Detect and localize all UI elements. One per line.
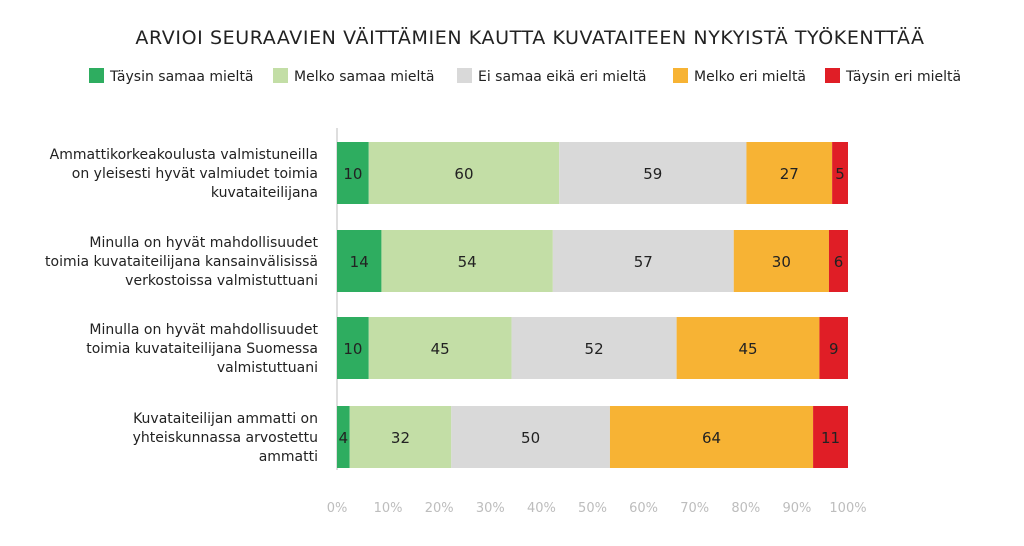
bar-segment	[451, 406, 610, 468]
data-label: 52	[585, 340, 604, 358]
bar-segment	[511, 317, 677, 379]
data-label: 9	[829, 340, 839, 358]
bar-segment	[337, 406, 350, 468]
legend-label: Ei samaa eikä eri mieltä	[478, 69, 647, 85]
tick-label: 80%	[731, 501, 760, 516]
legend-swatch	[825, 68, 840, 83]
data-label: 5	[835, 165, 845, 183]
bar-segment	[381, 230, 553, 292]
data-label: 30	[772, 253, 791, 271]
bars: 10 60 59 27 5 14 54 57 30 6 10 45 52 45 9 4 32 50 64 11	[337, 142, 848, 468]
category-label: Ammattikorkeakoulusta valmistuneilla on y…	[50, 147, 318, 201]
bar-segment	[368, 317, 512, 379]
data-label: 4	[339, 429, 349, 447]
bar-segment	[368, 142, 560, 204]
tick-label: 50%	[578, 501, 607, 516]
legend-label: Täysin samaa mieltä	[109, 69, 254, 85]
bar-segment	[349, 406, 452, 468]
tick-label: 10%	[374, 501, 403, 516]
tick-label: 20%	[425, 501, 454, 516]
bar-segment	[676, 317, 820, 379]
bar-segment	[828, 230, 848, 292]
bar-segment	[733, 230, 829, 292]
bar-segment	[832, 142, 848, 204]
bar-segment	[819, 317, 848, 379]
data-label: 10	[343, 165, 362, 183]
bar-segment	[552, 230, 734, 292]
tick-label: 90%	[782, 501, 811, 516]
category-label: Kuvataiteilijan ammatti on yhteiskunnassa…	[133, 411, 318, 465]
data-label: 6	[834, 253, 844, 271]
legend-swatch	[89, 68, 104, 83]
data-label: 45	[738, 340, 757, 358]
tick-label: 0%	[327, 501, 348, 516]
data-label: 27	[780, 165, 799, 183]
data-label: 50	[521, 429, 540, 447]
data-label: 60	[454, 165, 473, 183]
legend-label: Melko samaa mieltä	[294, 69, 434, 85]
data-label: 57	[634, 253, 653, 271]
data-label: 14	[350, 253, 369, 271]
x-axis-ticks: 0% 10% 20% 30% 40% 50% 60% 70% 80% 90% 100%	[327, 501, 867, 516]
data-label: 11	[821, 429, 840, 447]
legend-swatch	[273, 68, 288, 83]
tick-label: 100%	[829, 501, 866, 516]
bar-segment	[337, 317, 369, 379]
tick-label: 40%	[527, 501, 556, 516]
category-label: Minulla on hyvät mahdollisuudet toimia ku…	[86, 322, 318, 376]
legend: Täysin samaa mieltä Melko samaa mieltä Ei …	[89, 68, 961, 85]
data-label: 45	[431, 340, 450, 358]
legend-swatch	[673, 68, 688, 83]
bar-segment	[746, 142, 833, 204]
tick-label: 60%	[629, 501, 658, 516]
legend-label: Täysin eri mieltä	[845, 69, 961, 85]
data-label: 59	[643, 165, 662, 183]
data-label: 10	[343, 340, 362, 358]
bar-segment	[813, 406, 848, 468]
bar-segment	[337, 230, 382, 292]
category-label: Minulla on hyvät mahdollisuudet toimia ku…	[45, 235, 318, 289]
tick-label: 70%	[680, 501, 709, 516]
category-labels: Ammattikorkeakoulusta valmistuneilla on y…	[45, 147, 318, 465]
bar-segment	[609, 406, 814, 468]
chart-title: ARVIOI SEURAAVIEN VÄITTÄMIEN KAUTTA KUVA…	[135, 26, 924, 49]
legend-swatch	[457, 68, 472, 83]
bar-segment	[559, 142, 747, 204]
tick-label: 30%	[476, 501, 505, 516]
data-label: 32	[391, 429, 410, 447]
legend-label: Melko eri mieltä	[694, 69, 806, 85]
data-label: 64	[702, 429, 721, 447]
data-label: 54	[458, 253, 477, 271]
bar-segment	[337, 142, 369, 204]
